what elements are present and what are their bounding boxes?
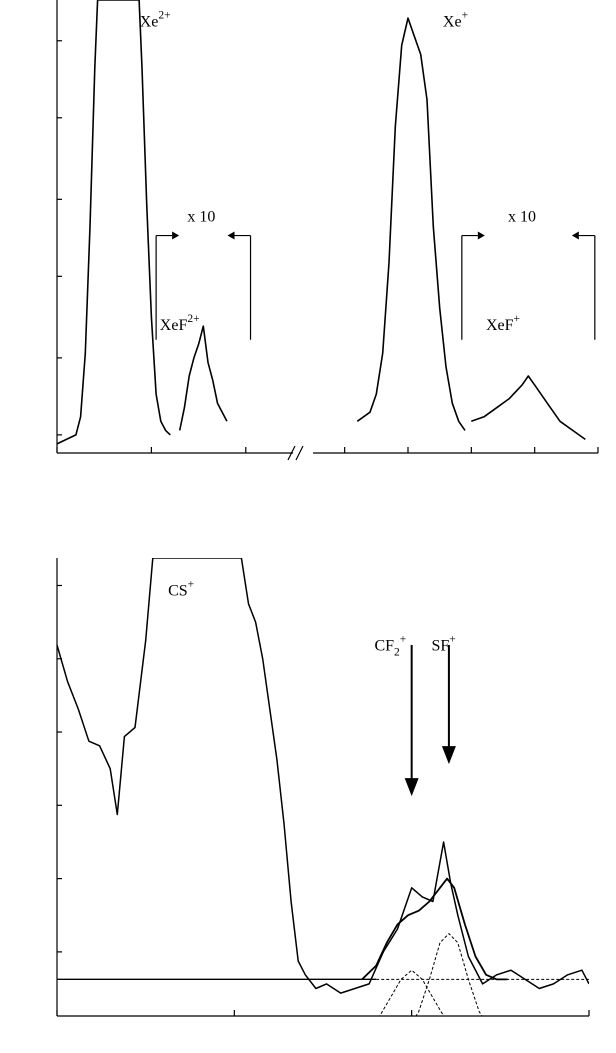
axis-break-mark [287,445,296,461]
bracket-arrowhead [227,231,235,240]
series-line-3 [356,17,466,431]
annotation-text: CF [374,638,394,655]
panel-b: CS+CF2+ SF+ [56,558,590,1017]
fit-curve-line [361,877,508,981]
panel-a: Xe2+ Xe+XeF2+ XeF+x 10 x 10 [56,0,599,461]
annotation-superscript: + [400,634,407,646]
annotation-superscript: 2+ [187,313,199,325]
component-curve-3 [415,933,483,1016]
bracket-arrowhead [571,231,579,240]
annotation-label: x 10 [508,208,536,225]
annotation-label: CS+ [168,579,194,600]
annotation-label: CF2+ [374,634,406,659]
annotation-label: Xe2+ [140,10,171,31]
annotation-label: Xe+ [443,10,468,31]
series-line-1 [56,0,171,445]
annotation-text: CS [168,583,188,600]
annotation-subscript: 2 [394,647,400,659]
series-line-4 [471,375,586,441]
annotation-superscript: + [462,10,469,22]
annotation-text: Xe [140,14,159,31]
bracket-arrowhead [172,231,180,240]
annotation-label: XeF+ [486,313,520,334]
series-line-2 [178,325,228,431]
annotation-label: SF+ [431,634,455,655]
peak-arrowhead [404,778,419,797]
axis-break-mark [295,445,304,461]
annotation-text: Xe [443,14,462,31]
peak-arrowhead [441,746,456,765]
annotation-text: x 10 [508,208,536,225]
plot-area [57,558,589,1016]
annotation-superscript: + [514,313,521,325]
annotation-text: XeF [160,317,188,334]
annotation-text: x 10 [187,208,215,225]
annotation-superscript: + [449,634,456,646]
bracket-arrowhead [477,231,485,240]
annotation-label: XeF2+ [160,313,200,334]
annotation-label: x 10 [187,208,215,225]
annotation-text: XeF [486,317,514,334]
measured-spectrum-line [57,558,589,994]
annotation-text: SF [431,638,449,655]
annotation-superscript: + [188,579,195,591]
annotation-superscript: 2+ [158,10,170,22]
